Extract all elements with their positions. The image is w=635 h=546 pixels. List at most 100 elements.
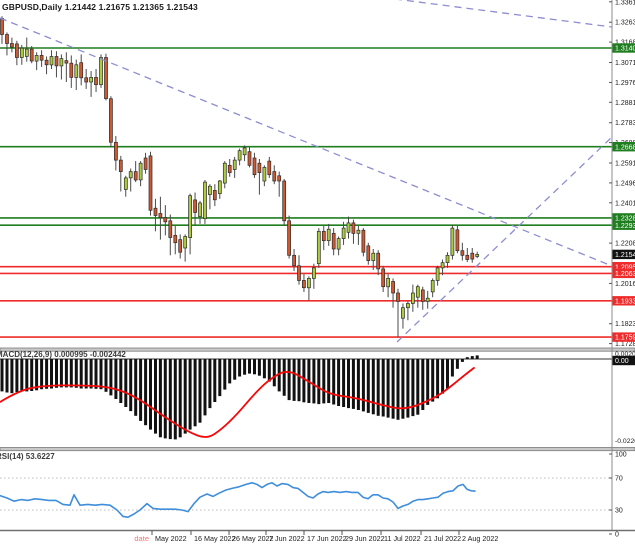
macd-histogram-bar <box>40 359 44 390</box>
panel-separator-2[interactable] <box>0 447 635 452</box>
candle-body <box>396 292 400 302</box>
candle-body <box>272 171 277 182</box>
candle-body <box>391 281 395 294</box>
candle-body <box>222 162 227 184</box>
candle-body <box>89 77 93 83</box>
candle-body <box>406 303 410 309</box>
macd-histogram-bar <box>277 359 281 392</box>
trendline-long-descending[interactable] <box>0 17 613 267</box>
macd-histogram-bar <box>129 359 133 412</box>
macd-histogram-bar <box>317 359 321 405</box>
date-label: 21 Jul 2022 <box>424 534 461 543</box>
macd-axis: 0.002094 -0.022076 <box>615 351 635 445</box>
price-axis-label: 1.27835 <box>615 120 635 127</box>
price-badge-1.20956: 1.20956 <box>612 262 635 272</box>
candle-body <box>217 180 222 194</box>
candle-body <box>173 235 178 244</box>
macd-histogram-bar <box>376 359 380 416</box>
candle-body <box>297 265 301 281</box>
macd-histogram-bar <box>312 359 316 404</box>
macd-histogram-bar <box>109 359 113 396</box>
trendline-upper-descending[interactable] <box>395 0 613 28</box>
macd-histogram-bar <box>0 359 4 392</box>
macd-histogram-bar <box>163 359 167 439</box>
macd-histogram-bar <box>302 359 306 403</box>
candle-body <box>158 213 163 219</box>
candle-body <box>143 157 148 170</box>
candle-body <box>307 278 311 289</box>
macd-histogram-bar <box>228 359 232 384</box>
macd-histogram-bar <box>248 359 251 374</box>
candle-body <box>74 64 79 78</box>
svg-text:0.00: 0.00 <box>615 358 629 365</box>
macd-histogram-bar <box>119 359 123 403</box>
candle-body <box>94 77 98 86</box>
candle-body <box>237 150 242 161</box>
candle-body <box>29 48 34 62</box>
candle-body <box>203 181 207 220</box>
candle-body <box>257 162 262 173</box>
candle-body <box>128 171 133 179</box>
date-label: 29 Jun 2022 <box>345 534 385 543</box>
candle-body <box>321 230 326 242</box>
macd-histogram-bar <box>406 359 410 418</box>
panel-separator-1[interactable] <box>0 347 635 352</box>
macd-histogram-bar <box>396 359 400 420</box>
macd-histogram-bar <box>84 359 88 389</box>
candle-body <box>118 159 123 172</box>
candle-body <box>351 222 356 234</box>
macd-histogram-bar <box>475 355 479 359</box>
candle-body <box>114 141 118 161</box>
candle-body <box>470 252 475 260</box>
rsi-line <box>0 481 476 519</box>
candle-body <box>401 307 405 319</box>
candle-body <box>326 228 331 242</box>
candle-body <box>411 292 415 304</box>
svg-text:1.20956: 1.20956 <box>615 264 635 271</box>
macd-histogram-bar <box>79 359 83 389</box>
macd-histogram-bar <box>213 359 217 402</box>
price-axis-label: 1.29760 <box>615 80 635 87</box>
candle-body <box>277 175 282 182</box>
macd-histogram-bar <box>455 359 459 369</box>
candle-body <box>84 77 89 83</box>
horizontal-levels <box>0 47 612 338</box>
price-axis[interactable]: 1.33610 1.32635 1.31685 1.30710 1.29760 1.288… <box>609 0 635 531</box>
candle-body <box>435 267 440 281</box>
candle-body <box>460 250 465 256</box>
candle-body <box>302 280 306 289</box>
svg-text:1.21543: 1.21543 <box>615 252 635 259</box>
svg-text:1.20636: 1.20636 <box>615 271 635 278</box>
macd-max-label: 0.002094 <box>615 351 635 358</box>
macd-histogram-bar <box>183 359 187 434</box>
price-axis-label: 1.18235 <box>615 321 635 328</box>
macd-histogram-bar <box>292 359 296 401</box>
macd-histogram-bar <box>441 359 445 394</box>
macd-histogram-bar <box>104 359 108 392</box>
price-badge-1.20636: 1.20636 <box>612 268 635 279</box>
macd-histogram-bar <box>253 359 256 375</box>
price-axis-label: 1.20160 <box>615 281 635 288</box>
candle-body <box>430 280 435 293</box>
candle-body <box>292 254 296 267</box>
macd-histogram-bar <box>351 359 355 409</box>
macd-histogram-bar <box>297 359 301 402</box>
price-axis-label: 1.28810 <box>615 100 635 107</box>
macd-histogram-bar <box>431 359 435 402</box>
candle-body <box>287 220 291 256</box>
candle-body <box>440 262 445 269</box>
candle-body <box>475 254 480 257</box>
macd-histogram-bar <box>416 359 420 415</box>
trendline-ascending-support[interactable] <box>396 136 613 343</box>
price-axis-label: 1.33610 <box>615 0 635 6</box>
macd-histogram-bar <box>74 359 78 388</box>
candle-body <box>44 59 49 66</box>
macd-histogram-bar <box>158 359 162 438</box>
price-badge-1.19330: 1.19330 <box>612 296 635 306</box>
macd-histogram-bar <box>465 357 469 359</box>
macd-histogram-bar <box>134 359 138 416</box>
candle-body <box>450 227 455 256</box>
